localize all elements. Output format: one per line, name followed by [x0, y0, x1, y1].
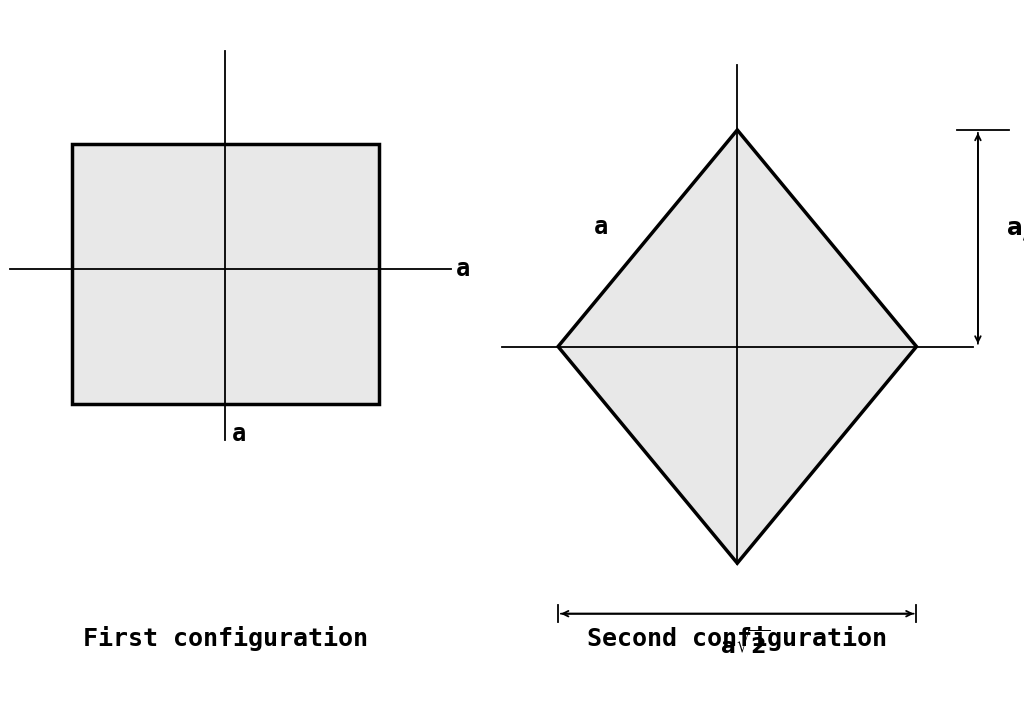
- Text: Second configuration: Second configuration: [588, 627, 887, 651]
- Text: a: a: [594, 215, 608, 240]
- Text: a: a: [456, 257, 470, 281]
- Text: $\mathbf{a_{/\sqrt{2}}}$: $\mathbf{a_{/\sqrt{2}}}$: [1006, 219, 1024, 243]
- Bar: [72, 144, 379, 404]
- Text: First configuration: First configuration: [83, 627, 368, 651]
- Text: a: a: [231, 422, 246, 446]
- Polygon shape: [558, 130, 916, 563]
- Text: $\mathbf{a\sqrt{2}}$: $\mathbf{a\sqrt{2}}$: [720, 630, 771, 658]
